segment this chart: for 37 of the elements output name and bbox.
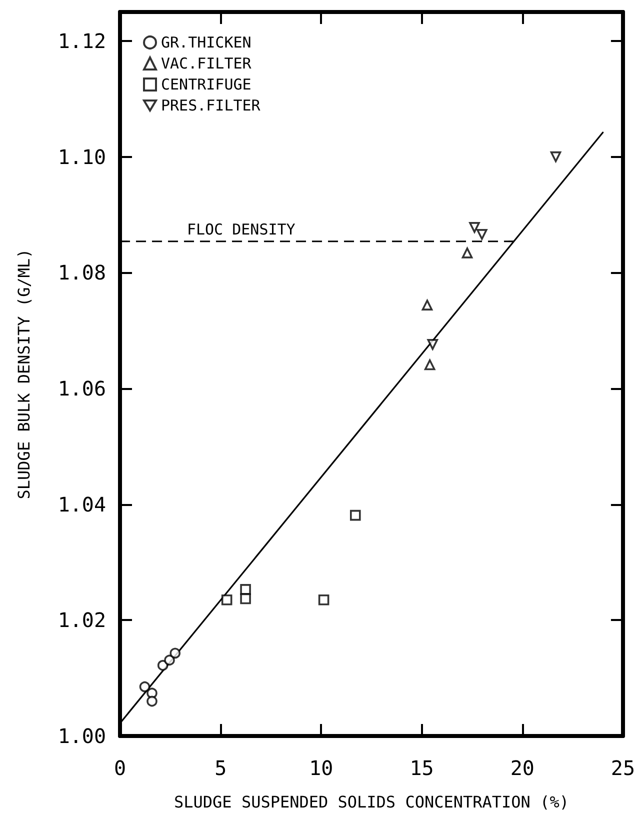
point: [221, 594, 232, 606]
x-tick-label: 0: [114, 756, 126, 780]
y-tick-label: 1.04: [58, 492, 106, 516]
legend-label: GR.THICKEN: [161, 34, 252, 52]
y-tick-label: 1.00: [58, 724, 106, 748]
y-tick-label: 1.08: [58, 260, 106, 285]
point: [476, 229, 488, 240]
legend-label: VAC.FILTER: [161, 54, 252, 72]
x-tick-label: 15: [410, 756, 434, 780]
point: [240, 593, 251, 604]
point: [164, 654, 175, 666]
x-tick-label: 10: [309, 756, 334, 780]
point: [469, 222, 480, 233]
point: [424, 359, 436, 370]
y-tick-label: 1.06: [58, 376, 106, 400]
point: [462, 248, 473, 258]
point: [157, 660, 168, 671]
y-tick-label: 1.02: [58, 608, 106, 632]
y-tick-label: 1.12: [58, 28, 106, 53]
y-axis-title: SLUDGE BULK DENSITY (G/ML): [14, 248, 34, 500]
x-tick-label: 5: [214, 756, 227, 780]
x-tick-label: 25: [610, 756, 636, 780]
point: [318, 594, 330, 606]
x-axis-title: SLUDGE SUSPENDED SOLIDS CONCENTRATION (%): [174, 792, 569, 812]
point: [139, 681, 150, 692]
point: [550, 151, 562, 162]
x-tick-label: 20: [510, 756, 534, 780]
legend-label: PRES.FILTER: [161, 96, 262, 114]
point: [240, 584, 251, 595]
legend-label: CENTRIFUGE: [161, 76, 252, 94]
ref-line-label: FLOC DENSITY: [186, 220, 296, 238]
point: [422, 300, 433, 310]
point: [146, 696, 158, 707]
point: [170, 648, 181, 659]
point: [350, 510, 361, 521]
y-tick-label: 1.10: [58, 144, 106, 169]
point: [427, 339, 438, 350]
